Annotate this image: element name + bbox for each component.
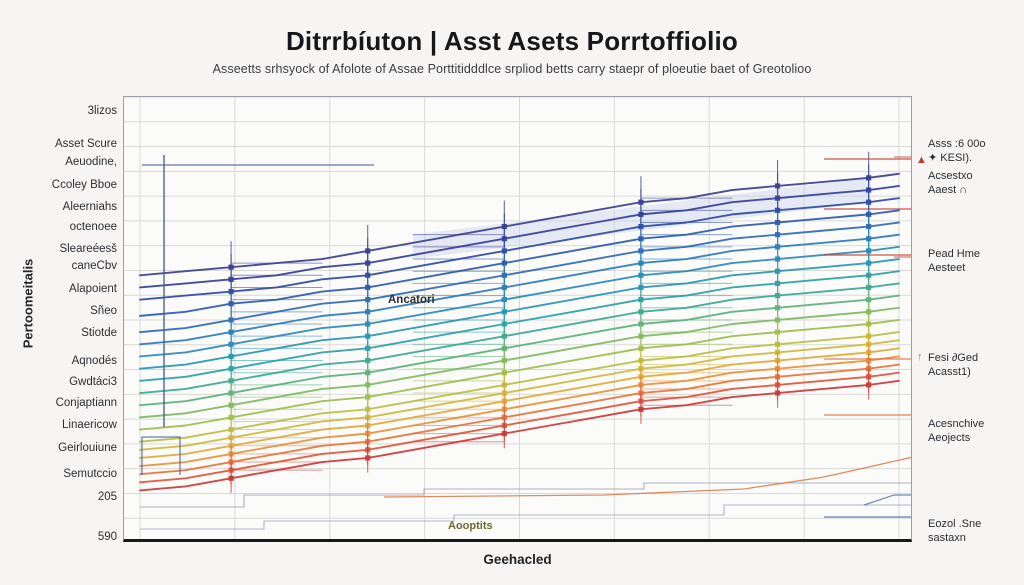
annotation-acesnchve: Acesnchive Aeojects [928, 418, 985, 444]
grid-lines [124, 97, 911, 539]
chart-plot-area[interactable] [123, 96, 912, 542]
annotation-eozol-she: Eozol .Sne sastaxn [928, 518, 982, 544]
x-axis-label: Geehacled [483, 552, 552, 567]
left-reference-rules [141, 155, 374, 475]
annotation-fesiaged: Fesi ∂Ged Acasst1) [928, 352, 979, 378]
baseline-traces [140, 456, 911, 530]
y-tick-label: Stiotde [81, 327, 117, 339]
y-tick-label: Geirlouiune [58, 442, 117, 454]
annotation-aooptits: Aooptits [448, 520, 493, 532]
annotation-accession-asset: Acsestxo Aaest ∩ [928, 170, 973, 196]
annotation-asset-score: Asss :6 00o ✦ KESI). [928, 138, 986, 164]
y-tick-label: Aqnodés [71, 355, 117, 367]
callout-connectors [824, 156, 911, 518]
y-tick-label: Sleareéesš [59, 243, 117, 255]
annotation-asset-score-marker-icon: ▲ [916, 154, 927, 166]
y-tick-label: Alapoient [69, 283, 117, 295]
annotation-ancatori: Ancatori [388, 294, 435, 306]
y-tick-label: Semutccio [63, 468, 117, 480]
y-tick-label: octenoee [69, 221, 117, 233]
y-tick-label: Sñeo [90, 305, 117, 317]
y-tick-label: Asset Scure [55, 138, 117, 150]
page-title: Ditrrbíuton | Asst Asets Porrtoffiolio [285, 26, 739, 56]
y-tick-label: caneCbv [71, 260, 117, 272]
y-tick-label: Gwdtáci3 [69, 376, 117, 388]
y-tick-label: Aeuodine, [65, 156, 117, 168]
y-tick-label: Conjaptiann [55, 397, 117, 409]
y-tick-label: 205 [97, 491, 117, 503]
y-axis-tick-labels: 3lizos Asset Scure Aeuodine, Ccoley Bboe Ale… [0, 0, 123, 585]
annotation-fesiaged-marker-icon: ↑ [917, 351, 923, 363]
y-tick-label: Linaericow [62, 419, 117, 431]
chart-canvas [124, 97, 911, 539]
y-tick-label: 3lizos [87, 105, 117, 117]
series-20-red [139, 370, 900, 493]
y-tick-label: Ccoley Bboe [51, 179, 117, 191]
y-tick-label: Aleerniahs [62, 201, 117, 213]
annotation-read-time: Pead Hme Aesteet [928, 248, 980, 274]
page-subtitle: Asseetts srhsyock of Afolote of Assae Po… [212, 62, 812, 76]
y-tick-label: 590 [97, 531, 117, 543]
